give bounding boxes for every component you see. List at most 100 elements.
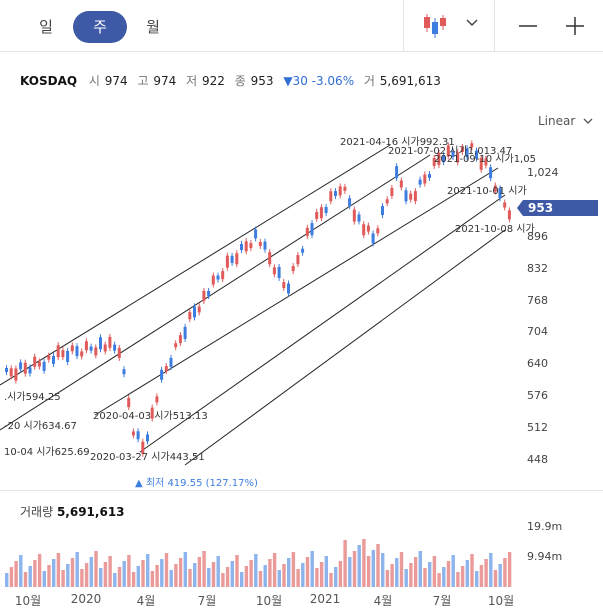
price-tick: 704 — [527, 325, 548, 338]
price-tick: 832 — [527, 262, 548, 275]
panel-divider — [0, 490, 603, 491]
candle — [451, 151, 455, 158]
volume-bar — [371, 550, 375, 587]
candle — [493, 185, 497, 192]
price-tick: 896 — [527, 230, 548, 243]
candle — [75, 346, 79, 357]
volume-bar — [329, 573, 333, 587]
volume-bar — [479, 565, 484, 587]
volume-bar — [334, 567, 338, 587]
candle — [413, 191, 417, 202]
open-label: 시 — [88, 74, 100, 88]
volume-bar — [141, 560, 145, 587]
volume-value: 5,691,613 — [379, 74, 441, 88]
candle — [446, 145, 450, 157]
candle — [423, 174, 427, 184]
volume-bar — [52, 559, 56, 587]
volume-bar — [136, 566, 140, 587]
zoom-in-button[interactable] — [549, 0, 603, 52]
candle — [348, 198, 352, 207]
price-chart[interactable]: 2021-04-16 시가992.31 2021-07-02 시가1,013.4… — [0, 130, 603, 490]
candle — [19, 362, 23, 370]
time-tick: 10월 — [487, 594, 515, 608]
candle — [291, 266, 295, 272]
annotation-label: 2021-09-10 시가1,05 — [434, 153, 536, 165]
candle — [5, 368, 8, 372]
candle — [150, 407, 154, 419]
volume-bar — [28, 566, 32, 587]
zoom-out-button[interactable] — [500, 0, 554, 52]
volume-bar — [493, 570, 498, 587]
volume-bar — [484, 559, 488, 587]
tab-week[interactable]: 주 — [73, 11, 127, 43]
candle — [37, 361, 41, 367]
change-value: ▼30 -3.06% — [283, 74, 355, 88]
close-label: 종 — [234, 74, 246, 88]
volume-bar — [221, 573, 225, 587]
tab-day[interactable]: 일 — [39, 18, 53, 36]
volume-bar — [117, 567, 122, 587]
candle — [141, 441, 145, 454]
price-tick: 448 — [527, 453, 548, 466]
volume-bar — [197, 557, 202, 587]
chart-toolbar: 일 주 월 — [0, 0, 603, 52]
volume-bar — [442, 567, 446, 587]
trend-channel — [0, 144, 506, 466]
volume-bar — [277, 570, 281, 587]
volume-bar — [287, 558, 291, 587]
candle — [395, 166, 399, 179]
current-price: 953 — [528, 201, 553, 215]
candle — [310, 223, 314, 236]
candle — [70, 345, 74, 352]
volume-bar — [249, 560, 253, 587]
candle — [503, 202, 507, 208]
candle — [99, 337, 102, 350]
time-tick: 10월 — [255, 594, 283, 608]
scale-select[interactable]: Linear — [538, 114, 593, 128]
volume-bar — [489, 553, 493, 587]
time-tick: 4월 — [136, 594, 156, 608]
candle — [33, 356, 37, 367]
candle — [56, 345, 60, 358]
annotation-label: -20 시가634.67 — [4, 420, 77, 432]
candle — [66, 350, 70, 362]
volume-bar — [319, 562, 324, 587]
time-tick: 7월 — [197, 594, 217, 608]
volume-bar — [413, 557, 418, 587]
volume-bar — [89, 557, 93, 587]
candle — [164, 366, 168, 372]
volume-panel-label: 거래량 — [20, 505, 54, 519]
volume-bar — [301, 563, 305, 587]
candle — [117, 347, 121, 358]
price-axis: 1,024 896 832 768 704 640 576 512 448 — [527, 166, 559, 466]
volume-bar — [376, 544, 380, 587]
candle — [507, 210, 511, 220]
candle — [207, 290, 211, 296]
volume-bar — [268, 559, 272, 587]
candle — [319, 207, 323, 219]
volume-bar — [465, 560, 469, 587]
time-tick: 2021 — [309, 592, 341, 606]
candle — [122, 369, 126, 375]
chevron-down-icon — [583, 118, 593, 124]
candle — [301, 248, 305, 253]
volume-bar — [150, 571, 155, 587]
candle — [178, 335, 182, 344]
volume-bar — [33, 560, 37, 587]
volume-bar — [160, 559, 164, 587]
candle — [211, 275, 215, 285]
candle — [305, 227, 309, 236]
volume-bar — [456, 572, 460, 587]
candle — [399, 180, 403, 188]
chart-type-button[interactable] — [404, 0, 494, 52]
volume-bar — [80, 569, 84, 587]
volume-bar — [131, 572, 136, 587]
candle — [47, 355, 51, 360]
volume-bar — [428, 562, 432, 587]
tab-month[interactable]: 월 — [146, 18, 160, 36]
volume-panel-title: 거래량 5,691,613 — [20, 503, 125, 520]
volume-bar — [19, 555, 23, 587]
candle — [366, 225, 370, 232]
candle — [334, 191, 337, 197]
volume-bar — [418, 551, 422, 587]
